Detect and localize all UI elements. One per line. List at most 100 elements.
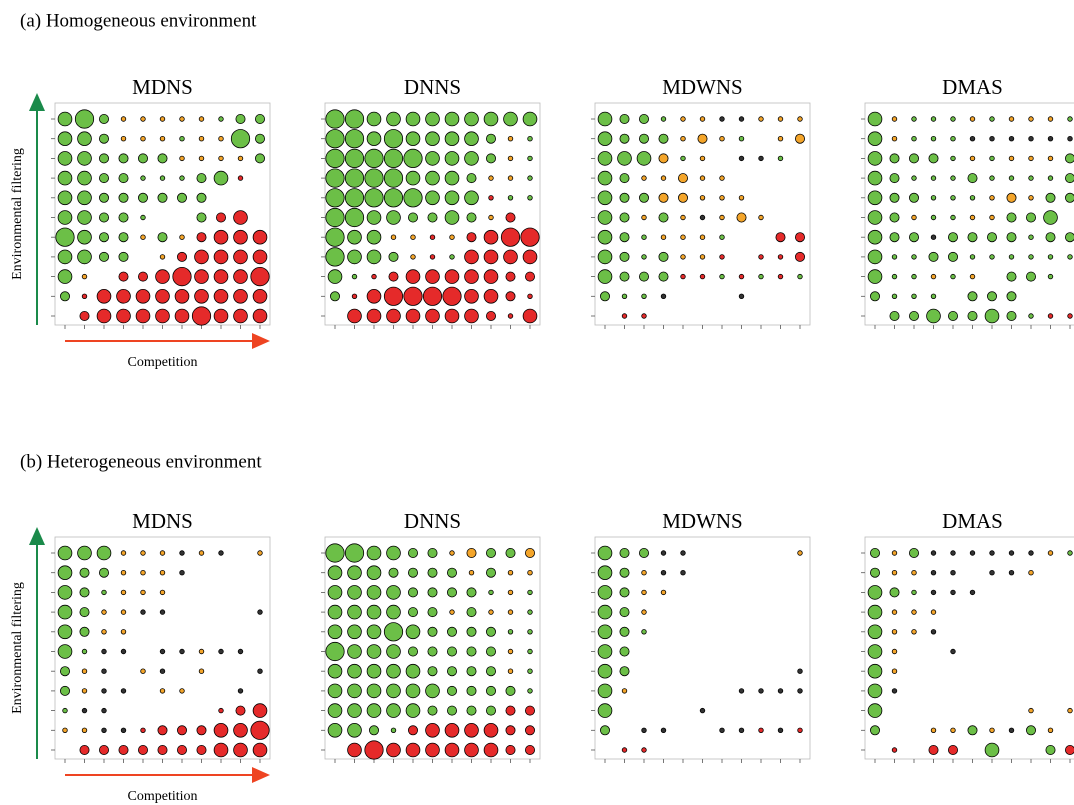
bubble — [366, 624, 382, 640]
bubble — [930, 570, 937, 576]
bubble — [252, 308, 268, 324]
bubble — [909, 232, 920, 243]
bubble — [101, 589, 107, 596]
bubble — [738, 116, 745, 122]
bubble — [118, 232, 129, 243]
bubble — [987, 291, 998, 302]
bubble — [636, 151, 652, 166]
bubble — [344, 168, 365, 188]
bubble — [444, 742, 460, 758]
bubble — [719, 175, 725, 181]
bubble — [388, 567, 399, 578]
bubble — [984, 742, 1000, 758]
bubble — [867, 644, 883, 659]
bubble — [140, 609, 146, 615]
bubble — [179, 570, 185, 576]
bubble — [889, 192, 900, 203]
bubble — [527, 609, 533, 615]
bubble — [527, 589, 533, 596]
bubble — [930, 175, 937, 181]
bubble — [911, 135, 917, 142]
bubble — [120, 629, 127, 635]
bubble — [984, 308, 1000, 324]
bubble — [483, 722, 499, 738]
bubble — [407, 646, 418, 657]
bubble — [1028, 135, 1034, 142]
bubble — [464, 151, 479, 166]
bubble — [140, 135, 146, 142]
bubble — [383, 168, 404, 188]
bubble — [699, 116, 706, 122]
panel: MDWNS — [591, 509, 811, 763]
bubble — [257, 668, 263, 674]
bubble — [99, 745, 110, 756]
bubble — [525, 745, 536, 756]
bubble — [483, 288, 499, 304]
bubble — [1028, 313, 1034, 319]
bubble — [1008, 116, 1015, 122]
bubble — [597, 249, 613, 265]
bubble — [1047, 175, 1054, 181]
bubble — [867, 585, 883, 600]
bubble — [1026, 212, 1037, 223]
bubble — [327, 604, 343, 620]
bubble — [327, 585, 343, 600]
panel-title: MDNS — [132, 75, 193, 99]
bubble — [140, 116, 146, 122]
bubble — [485, 705, 496, 716]
bubble — [137, 271, 148, 282]
bubble — [446, 567, 457, 578]
bubble — [120, 648, 127, 655]
bubble — [1028, 195, 1034, 201]
bubble — [179, 175, 185, 181]
bubble — [344, 188, 365, 208]
bubble — [1065, 745, 1074, 755]
bubble — [233, 229, 248, 245]
bubble — [96, 288, 112, 304]
bubble — [597, 663, 613, 679]
bubble — [449, 550, 455, 556]
bubble — [159, 648, 166, 655]
bubble — [386, 308, 401, 324]
bubble — [366, 703, 382, 718]
bubble — [464, 131, 479, 147]
bubble — [347, 624, 362, 640]
bubble — [911, 609, 917, 615]
bubble — [738, 273, 745, 280]
bubble — [344, 207, 365, 228]
bubble — [641, 293, 647, 299]
bubble — [969, 273, 976, 280]
bubble — [719, 727, 725, 733]
bubble — [507, 589, 514, 596]
bubble — [597, 269, 613, 284]
bubble — [157, 745, 168, 756]
bubble — [325, 129, 345, 149]
bubble — [527, 629, 533, 635]
bubble — [196, 745, 207, 756]
bubble — [198, 135, 205, 142]
bubble — [505, 745, 516, 756]
bubble — [989, 254, 995, 260]
bubble — [891, 570, 898, 576]
bubble — [388, 271, 399, 282]
bubble — [989, 195, 995, 201]
bubble — [699, 175, 706, 181]
bubble — [600, 291, 611, 302]
bubble — [505, 271, 516, 282]
bubble — [699, 155, 706, 162]
bubble — [597, 229, 613, 245]
bubble — [427, 567, 438, 578]
bubble — [410, 234, 416, 240]
bubble — [252, 703, 268, 718]
bubble — [641, 254, 647, 260]
bubble — [738, 195, 745, 201]
bubble — [680, 550, 686, 556]
bubble — [891, 116, 898, 122]
bubble — [366, 545, 382, 561]
bubble — [503, 111, 518, 127]
bubble — [364, 168, 384, 188]
bubble — [483, 249, 499, 265]
bubble — [347, 742, 362, 758]
bubble — [505, 725, 516, 736]
bubble — [738, 293, 745, 299]
